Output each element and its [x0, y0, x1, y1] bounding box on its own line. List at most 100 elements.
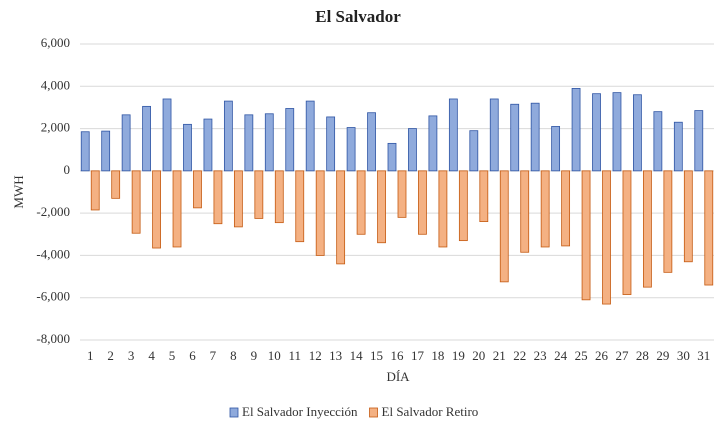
bar	[489, 98, 499, 172]
bar	[90, 170, 100, 211]
bar	[183, 123, 192, 172]
bar	[602, 170, 611, 305]
x-tick-label: 22	[513, 348, 526, 363]
bar	[152, 170, 161, 249]
x-tick-label: 7	[210, 348, 217, 363]
bar	[213, 170, 223, 225]
legend-label: El Salvador Inyección	[242, 404, 358, 419]
bar	[80, 131, 90, 172]
bar	[367, 112, 376, 172]
x-tick-label: 29	[656, 348, 669, 363]
x-tick-label: 17	[411, 348, 425, 363]
bar	[592, 93, 601, 172]
chart-title: El Salvador	[315, 7, 401, 26]
bar	[223, 100, 233, 172]
legend-swatch	[369, 407, 378, 418]
bar	[131, 170, 141, 234]
x-tick-label: 30	[677, 348, 690, 363]
x-tick-label: 1	[87, 348, 94, 363]
bar	[172, 170, 182, 248]
bar	[653, 111, 663, 172]
bar	[663, 170, 673, 273]
bar	[612, 92, 622, 172]
y-tick-label: -8,000	[36, 331, 70, 346]
bar	[510, 103, 520, 172]
y-tick-label: 0	[64, 162, 71, 177]
bar	[377, 170, 386, 244]
bar	[622, 170, 632, 295]
bar	[438, 170, 448, 248]
bar	[264, 113, 274, 172]
x-tick-label: 21	[493, 348, 506, 363]
x-tick-label: 31	[697, 348, 710, 363]
x-tick-label: 4	[148, 348, 155, 363]
y-axis-title: MWH	[11, 175, 26, 208]
x-tick-label: 28	[636, 348, 649, 363]
bar	[193, 170, 202, 209]
x-tick-label: 23	[534, 348, 547, 363]
bar	[704, 170, 714, 286]
x-tick-label: 16	[391, 348, 405, 363]
bar	[458, 170, 468, 242]
bar	[274, 170, 284, 224]
x-tick-label: 24	[554, 348, 568, 363]
bar	[101, 130, 111, 172]
bar	[295, 170, 305, 243]
bar	[520, 170, 530, 253]
bar	[408, 128, 417, 172]
x-tick-label: 3	[128, 348, 135, 363]
bar	[121, 114, 131, 172]
bar	[694, 110, 704, 172]
x-tick-label: 13	[329, 348, 342, 363]
bar	[530, 102, 540, 172]
bar	[499, 170, 509, 283]
x-tick-label: 26	[595, 348, 609, 363]
x-tick-label: 12	[309, 348, 322, 363]
bar	[581, 170, 591, 301]
bar	[162, 98, 172, 172]
x-tick-label: 6	[189, 348, 196, 363]
bar	[561, 170, 571, 247]
x-tick-label: 27	[615, 348, 629, 363]
x-tick-label: 14	[350, 348, 364, 363]
bar	[428, 115, 438, 172]
bar	[643, 170, 652, 288]
x-tick-label: 9	[251, 348, 258, 363]
y-tick-label: 6,000	[41, 35, 70, 50]
bar	[418, 170, 427, 235]
x-axis-title: DÍA	[386, 369, 410, 384]
bar	[356, 170, 366, 235]
bar	[551, 126, 561, 172]
bar	[633, 94, 642, 172]
bar	[326, 116, 336, 172]
bar	[346, 127, 356, 172]
bar	[387, 142, 397, 172]
bar	[448, 98, 458, 172]
bar	[683, 170, 693, 263]
bar	[203, 118, 213, 172]
x-tick-label: 19	[452, 348, 465, 363]
bar	[571, 88, 581, 172]
bar	[469, 130, 479, 172]
y-tick-label: -6,000	[36, 289, 70, 304]
bar	[479, 170, 489, 223]
bar	[673, 121, 683, 172]
bar	[315, 170, 325, 256]
bar	[285, 108, 295, 172]
legend-swatch	[229, 407, 239, 418]
bar	[244, 114, 254, 172]
x-tick-label: 18	[431, 348, 444, 363]
x-tick-label: 20	[472, 348, 485, 363]
bar	[305, 100, 315, 172]
y-tick-label: 2,000	[41, 120, 70, 135]
y-tick-label: -4,000	[36, 246, 70, 261]
bar	[397, 170, 407, 218]
x-tick-label: 10	[268, 348, 281, 363]
bar	[142, 105, 151, 172]
x-tick-label: 11	[288, 348, 301, 363]
bar	[111, 170, 121, 199]
x-tick-label: 5	[169, 348, 176, 363]
x-tick-label: 2	[107, 348, 114, 363]
y-tick-label: 4,000	[41, 77, 70, 92]
